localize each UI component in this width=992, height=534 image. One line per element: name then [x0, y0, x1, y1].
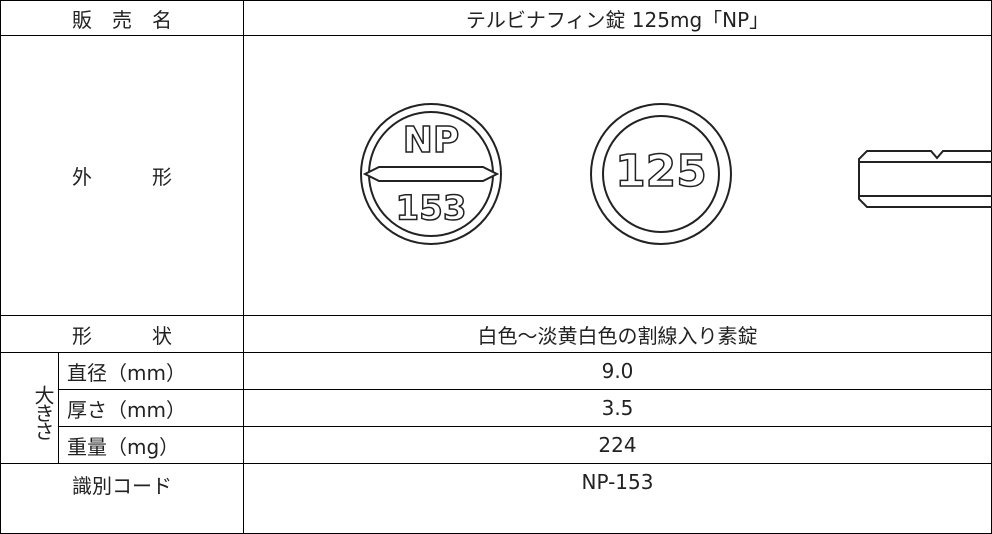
pill-front-bottom: 153 [396, 189, 467, 229]
row-label: 識別コード [0, 463, 244, 534]
appearance-cell: NP 153 125 [243, 35, 992, 316]
size-sublabel: 厚さ（mm） [58, 389, 244, 427]
pill-back: 125 [615, 146, 707, 197]
size-sublabel: 重量（mg） [58, 426, 244, 464]
row-label: 販 売 名 [0, 0, 244, 36]
row-value: 白色～淡黄白色の割線入り素錠 [243, 315, 992, 353]
row-label: 外 形 [0, 35, 244, 316]
pill-drawings: NP 153 125 [360, 103, 992, 245]
row-value: NP-153 [243, 463, 992, 534]
pill-front-top: NP [403, 120, 460, 161]
size-value: 224 [243, 426, 992, 464]
row-label: 形 状 [0, 315, 244, 353]
size-label: 大きさ [0, 352, 59, 464]
row-value: テルビナフィン錠 125mg「NP」 [243, 0, 992, 36]
size-value: 9.0 [243, 352, 992, 390]
size-sublabel: 直径（mm） [58, 352, 244, 390]
size-value: 3.5 [243, 389, 992, 427]
